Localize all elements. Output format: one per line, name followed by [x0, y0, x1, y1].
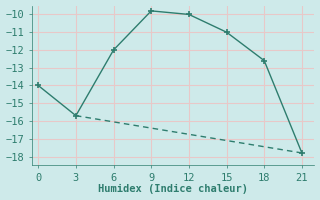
- X-axis label: Humidex (Indice chaleur): Humidex (Indice chaleur): [98, 184, 248, 194]
